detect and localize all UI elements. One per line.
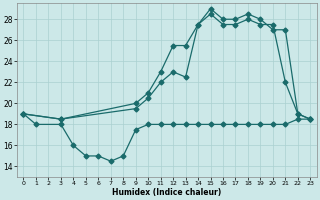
X-axis label: Humidex (Indice chaleur): Humidex (Indice chaleur) (112, 188, 221, 197)
